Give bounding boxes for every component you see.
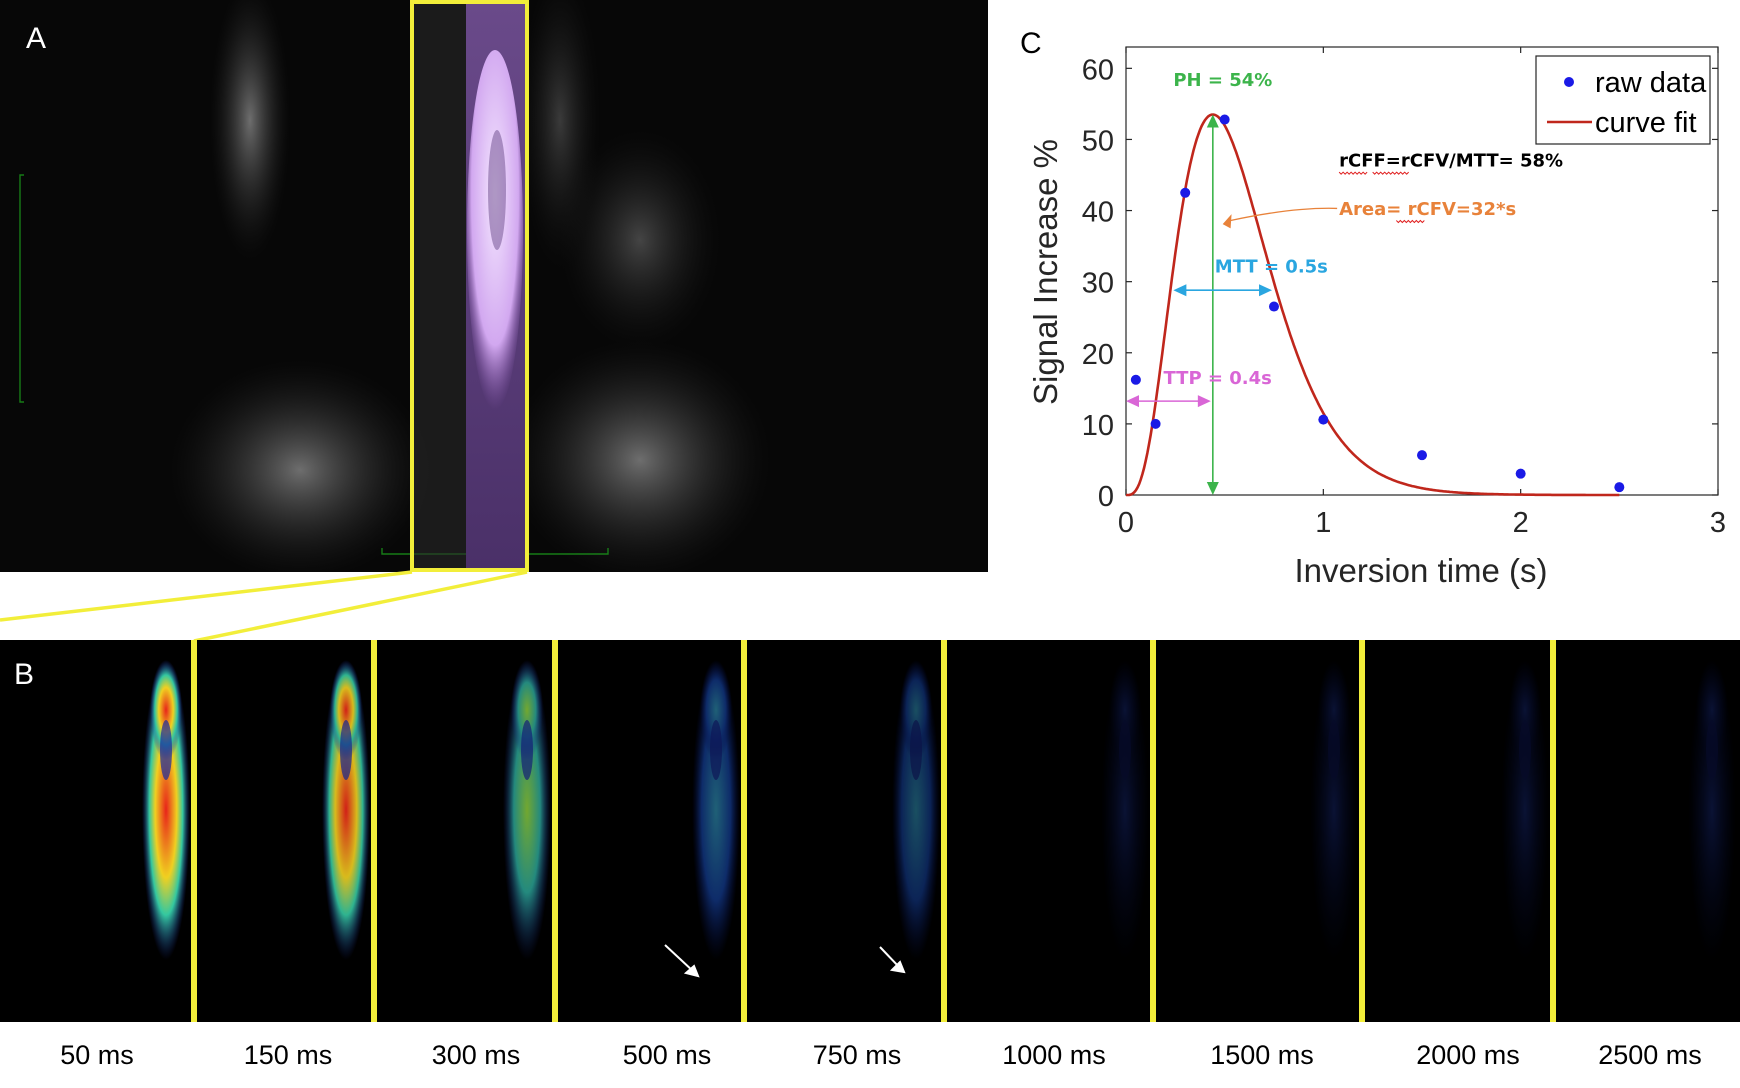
frame-signal-6 [1101,660,1149,960]
frame-signal-8 [1501,660,1549,960]
ttp-arrow-head-right [1197,395,1211,408]
spellcheck-underlines [1338,171,1425,224]
frame-divider [1550,640,1556,1022]
frame-divider [941,640,947,1022]
panel-letter-a: A [26,22,47,55]
frame-label: 300 ms [431,1040,521,1070]
frame-signal-4 [692,660,740,960]
raw-data-point [1318,414,1329,425]
legend-raw-label: raw data [1595,67,1707,99]
frame-divider [1359,640,1365,1022]
arrow-icons [664,944,906,978]
frame-signal-5 [892,660,940,960]
x-axis-label: Inversion time (s) [1294,552,1547,589]
x-tick-label: 1 [1315,507,1331,539]
panel-a-mri-image: A [0,0,988,572]
frame-divider [552,640,558,1022]
frame-label: 150 ms [243,1040,333,1070]
raw-data-point [1180,187,1191,198]
ph-annotation: PH = 54% [1173,70,1272,91]
ttp-arrow-head-left [1126,395,1139,408]
ttp-annotation: TTP = 0.4s [1163,368,1271,389]
area-arrow [1230,207,1338,222]
y-axis-label: Signal Increase % [1027,139,1064,405]
ph-arrow-head-top [1206,114,1219,128]
frame-label: 500 ms [622,1040,712,1070]
panel-b-frames: B [0,640,1740,1022]
frame-signal-7 [1310,660,1358,960]
frames-image [0,640,1740,1022]
raw-data-point [1130,374,1141,385]
frame-label: 1500 ms [1210,1040,1314,1070]
legend-fit-label: curve fit [1595,107,1697,139]
frame-divider [1150,640,1156,1022]
raw-data-point [1417,450,1427,461]
raw-data-point [1515,468,1526,479]
mtt-arrow-head-left [1173,284,1187,297]
mtt-arrow-head-right [1259,284,1273,297]
y-tick-label: 20 [1082,339,1114,371]
mri-image [0,0,988,572]
frame-divider [371,640,377,1022]
raw-data-point [1269,301,1279,312]
frame-signal-9 [1688,660,1736,960]
y-tick-label: 60 [1082,54,1114,86]
y-tick-label: 10 [1082,410,1114,442]
frame-label: 750 ms [812,1040,902,1070]
plot-frame [1125,46,1719,496]
legend: raw data curve fit [1535,55,1711,145]
legend-box [1535,55,1711,145]
frame-divider [191,640,197,1022]
frame-signal-2 [322,660,370,960]
raw-data-point [1150,418,1161,429]
x-tick-label: 3 [1710,507,1726,539]
raw-data-point [1219,114,1230,125]
y-tick-label: 30 [1082,268,1114,300]
y-tick-label: 50 [1082,125,1114,157]
ph-arrow-head-bottom [1206,482,1219,495]
mtt-annotation: MTT = 0.5s [1215,256,1328,277]
frame-label: 1000 ms [1002,1040,1106,1070]
raw-data-point [1614,482,1625,493]
frame-label: 2500 ms [1598,1040,1702,1070]
x-tick-label: 0 [1118,507,1134,539]
frame-signal-3 [503,660,551,960]
frame-label: 2000 ms [1416,1040,1520,1070]
area-annotation: Area= rCFV=32*s [1339,199,1516,220]
area-arrow-head [1222,214,1232,229]
frame-label: 50 ms [60,1040,134,1070]
y-tick-label: 40 [1082,197,1114,229]
series-curve-fit [1126,113,1620,497]
y-tick-label: 0 [1098,481,1114,513]
legend-raw-marker [1564,77,1574,87]
rcff-annotation: rCFF=rCFV/MTT= 58% [1339,150,1563,171]
highlight-box [410,0,529,572]
x-tick-label: 2 [1513,507,1529,539]
panel-letter-b: B [14,658,35,691]
frame-signal-1 [142,660,190,960]
frame-divider [741,640,747,1022]
panel-letter-c: C [1020,27,1042,60]
